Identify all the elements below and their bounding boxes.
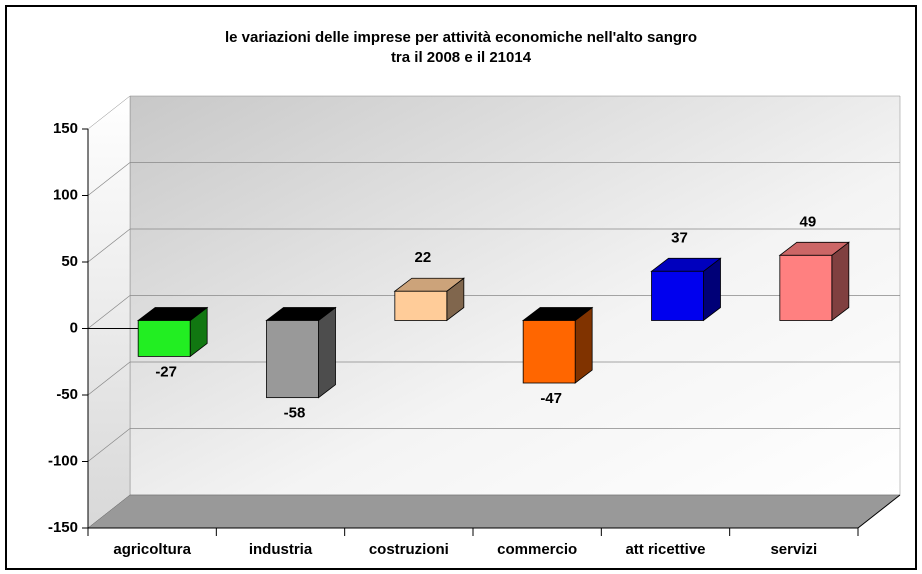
floor-edge — [857, 494, 901, 529]
x-tick-label: att ricettive — [625, 541, 705, 558]
x-tick-label: agricoltura — [113, 541, 191, 558]
y-tick-label: 100 — [53, 186, 78, 203]
chart-title: tra il 2008 e il 21014 — [391, 49, 532, 66]
floor — [87, 494, 901, 529]
value-label: -58 — [284, 405, 306, 422]
y-tick-label: -150 — [48, 519, 78, 536]
grid-line — [87, 162, 131, 196]
grid-line — [87, 428, 131, 462]
y-tick-label: 0 — [70, 319, 78, 336]
value-label: -47 — [540, 390, 562, 407]
value-label: -27 — [155, 363, 177, 380]
bar — [522, 320, 576, 384]
x-tick-label: commercio — [497, 541, 577, 558]
x-tick-label: servizi — [770, 541, 817, 558]
value-label: 49 — [799, 213, 816, 230]
grid-line — [87, 228, 131, 263]
y-tick-label: 50 — [61, 253, 78, 270]
bar — [137, 320, 191, 357]
y-tick-label: -100 — [48, 452, 78, 469]
bar-side — [831, 241, 850, 322]
y-tick-label: -50 — [56, 386, 78, 403]
y-tick-label: 150 — [53, 120, 78, 137]
x-tick-label: industria — [249, 541, 313, 558]
value-label: 37 — [671, 229, 688, 246]
bar — [394, 290, 448, 321]
bar — [779, 254, 833, 321]
grid-line — [87, 361, 131, 396]
x-tick-label: costruzioni — [369, 541, 449, 558]
value-label: 22 — [414, 249, 431, 266]
bar — [651, 270, 704, 321]
chart-title: le variazioni delle imprese per attività… — [225, 29, 697, 46]
bar — [266, 320, 319, 399]
bar-side — [318, 306, 336, 399]
grid-line — [87, 295, 131, 329]
